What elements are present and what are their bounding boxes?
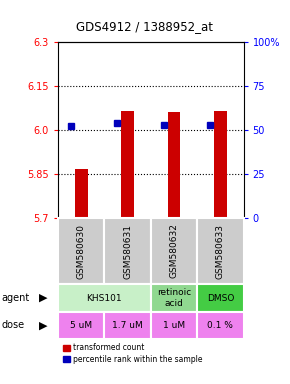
Text: KHS101: KHS101 xyxy=(87,293,122,303)
Bar xyxy=(151,285,197,311)
Bar xyxy=(197,285,244,311)
Bar xyxy=(75,169,88,218)
Text: 1.7 uM: 1.7 uM xyxy=(112,321,143,329)
Bar xyxy=(214,111,227,218)
Bar xyxy=(151,218,197,285)
Bar xyxy=(197,218,244,285)
Text: GSM580633: GSM580633 xyxy=(216,223,225,278)
Text: GDS4912 / 1388952_at: GDS4912 / 1388952_at xyxy=(77,20,213,33)
Text: dose: dose xyxy=(1,320,25,330)
Bar xyxy=(104,218,151,285)
Text: agent: agent xyxy=(1,293,30,303)
Bar xyxy=(197,311,244,339)
Text: ▶: ▶ xyxy=(39,320,48,330)
Bar xyxy=(58,285,151,311)
Legend: transformed count, percentile rank within the sample: transformed count, percentile rank withi… xyxy=(62,343,204,364)
Text: ▶: ▶ xyxy=(39,293,48,303)
Bar xyxy=(151,311,197,339)
Bar xyxy=(58,218,104,285)
Bar xyxy=(104,311,151,339)
Text: DMSO: DMSO xyxy=(207,293,234,303)
Text: 0.1 %: 0.1 % xyxy=(207,321,233,329)
Text: GSM580631: GSM580631 xyxy=(123,223,132,278)
Bar xyxy=(58,311,104,339)
Text: 1 uM: 1 uM xyxy=(163,321,185,329)
Bar xyxy=(121,111,134,218)
Bar xyxy=(168,113,180,218)
Text: 5 uM: 5 uM xyxy=(70,321,92,329)
Text: GSM580632: GSM580632 xyxy=(169,223,179,278)
Text: retinoic
acid: retinoic acid xyxy=(157,288,191,308)
Text: GSM580630: GSM580630 xyxy=(77,223,86,278)
